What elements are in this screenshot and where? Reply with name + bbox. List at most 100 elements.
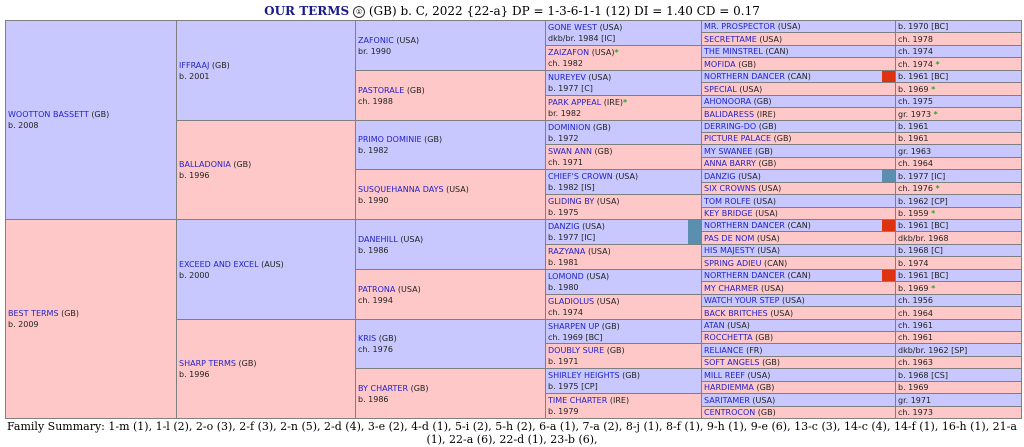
chef-marker: *	[931, 209, 936, 218]
horse-name-link[interactable]: SUSQUEHANNA DAYS	[358, 184, 444, 194]
horse-name-link[interactable]: SHARP TERMS	[179, 359, 236, 368]
horse-name-link[interactable]: BALLADONIA	[179, 160, 231, 169]
pedigree-cell-gen5-name: BALIDARESS (IRE)	[701, 107, 896, 121]
horse-name-link[interactable]: SARITAMER	[704, 395, 750, 405]
horse-name-line: IFFRAAJ (GB)	[179, 60, 355, 71]
horse-name-link[interactable]: MILL REEF	[704, 370, 745, 380]
country-code: (GB)	[756, 383, 775, 392]
horse-name-link[interactable]: PASTORALE	[358, 85, 405, 95]
pedigree-cell-gen4: SWAN ANN (GB) ch. 1971	[545, 144, 702, 170]
horse-name-link[interactable]: MOFIDA	[704, 59, 736, 69]
horse-name-line: WATCH YOUR STEP (USA)	[704, 295, 895, 306]
horse-name-link[interactable]: SOFT ANGELS	[704, 358, 760, 367]
horse-name-link[interactable]: MR. PROSPECTOR	[704, 22, 776, 31]
horse-name-link[interactable]: GONE WEST	[548, 23, 598, 32]
horse-details: ch. 1976 *	[898, 183, 1021, 194]
horse-name-link[interactable]: MY SWANEE	[704, 146, 753, 156]
horse-details: ch. 1964	[898, 308, 1021, 319]
pedigree-cell-gen4: GONE WEST (USA) dkb/br. 1984 [IC]	[545, 20, 702, 46]
horse-name-link[interactable]: SECRETTAME	[704, 34, 757, 44]
horse-name-line: MY CHARMER (USA)	[704, 283, 895, 294]
horse-name-link[interactable]: NORTHERN DANCER	[704, 271, 785, 280]
horse-birth-info: b. 1969	[898, 84, 929, 94]
horse-name-link[interactable]: PICTURE PALACE	[704, 134, 772, 143]
horse-name-link[interactable]: BEST TERMS	[8, 309, 59, 318]
horse-name-link[interactable]: DOMINION	[548, 122, 591, 132]
horse-name-link[interactable]: HIS MAJESTY	[704, 246, 755, 255]
horse-name-link[interactable]: THE MINSTREL	[704, 47, 763, 56]
horse-name-link[interactable]: EXCEED AND EXCEL	[179, 259, 259, 269]
horse-name-link[interactable]: PARK APPEAL	[548, 98, 602, 107]
horse-name-link[interactable]: GLIDING BY	[548, 197, 595, 206]
horse-name-link[interactable]: SIX CROWNS	[704, 184, 756, 193]
horse-name-line: SWAN ANN (GB)	[548, 146, 701, 157]
horse-name-link[interactable]: TIME CHARTER	[548, 396, 608, 405]
horse-birth-info: b. 1981	[548, 258, 579, 267]
info-icon[interactable]: ①	[353, 6, 366, 18]
country-code: (USA)	[396, 35, 420, 45]
horse-name-link[interactable]: ANNA BARRY	[704, 159, 756, 168]
horse-name-link[interactable]: ATAN	[704, 321, 725, 330]
horse-name-link[interactable]: WATCH YOUR STEP	[704, 296, 780, 305]
horse-name-link[interactable]: SWAN ANN	[548, 147, 592, 156]
dosage-marker	[882, 170, 895, 182]
country-code: (GB)	[238, 359, 257, 368]
horse-details: b. 1982	[358, 145, 545, 156]
horse-name-link[interactable]: GLADIOLUS	[548, 297, 595, 306]
horse-name-link[interactable]: AHONOORA	[704, 97, 752, 106]
horse-name-link[interactable]: ZAFONIC	[358, 35, 394, 45]
horse-name-link[interactable]: PAS DE NOM	[704, 233, 755, 243]
horse-details: gr. 1973 *	[898, 109, 1021, 120]
horse-details: b. 1980	[548, 282, 701, 293]
horse-name-link[interactable]: SPECIAL	[704, 84, 737, 94]
pedigree-header: OUR TERMS ① (GB) b. C, 2022 {22-a} DP = …	[0, 4, 1024, 19]
horse-birth-info: dkb/br. 1984 [IC]	[548, 34, 616, 43]
country-code: (USA)	[615, 172, 639, 181]
horse-details: b. 1979	[548, 406, 701, 417]
horse-name-link[interactable]: KRIS	[358, 334, 377, 343]
pedigree-cell-gen5-info: ch. 1973	[895, 406, 1022, 419]
horse-name-link[interactable]: ZAIZAFON	[548, 48, 590, 57]
horse-name-link[interactable]: DANZIG	[548, 222, 580, 231]
horse-name-link[interactable]: SPRING ADIEU	[704, 258, 762, 268]
horse-name-link[interactable]: CENTROCON	[704, 408, 756, 417]
horse-name-link[interactable]: SHIRLEY HEIGHTS	[548, 371, 620, 380]
horse-name-link[interactable]: TOM ROLFE	[704, 196, 751, 206]
horse-name-link[interactable]: DANEHILL	[358, 234, 398, 244]
country-code: (USA)	[400, 234, 424, 244]
horse-name-link[interactable]: DANZIG	[704, 171, 736, 181]
horse-name-link[interactable]: BALIDARESS	[704, 109, 755, 119]
pedigree-cell-gen5-info: b. 1968 [CS]	[895, 368, 1022, 382]
horse-name-link[interactable]: BY CHARTER	[358, 383, 409, 393]
horse-name-link[interactable]: BACK BRITCHES	[704, 308, 768, 318]
horse-name-link[interactable]: RELIANCE	[704, 345, 744, 355]
horse-name-link[interactable]: SHARPEN UP	[548, 321, 600, 331]
horse-name-link[interactable]: KEY BRIDGE	[704, 209, 753, 218]
horse-birth-info: ch. 1994	[358, 295, 393, 305]
horse-name-line: SPECIAL (USA)	[704, 84, 895, 95]
horse-name-link[interactable]: OUR TERMS	[264, 4, 350, 18]
horse-name-link[interactable]: PATRONA	[358, 284, 396, 294]
pedigree-cell-gen2: BALLADONIA (GB) b. 1996	[176, 120, 356, 220]
country-code: (CAN)	[787, 271, 811, 280]
horse-name-link[interactable]: MY CHARMER	[704, 283, 759, 293]
horse-name-link[interactable]: RAZYANA	[548, 247, 586, 256]
horse-name-line: SOFT ANGELS (GB)	[704, 357, 895, 368]
horse-name-link[interactable]: NORTHERN DANCER	[704, 72, 785, 81]
horse-name-link[interactable]: LOMOND	[548, 272, 584, 281]
horse-name-link[interactable]: WOOTTON BASSETT	[8, 110, 89, 119]
horse-name-line: NUREYEV (USA)	[548, 72, 701, 83]
horse-name-link[interactable]: CHIEF'S CROWN	[548, 172, 613, 181]
horse-name-link[interactable]: PRIMO DOMINIE	[358, 135, 422, 144]
horse-birth-info: b. 1972	[548, 133, 579, 143]
horse-name-link[interactable]: NUREYEV	[548, 73, 586, 82]
horse-name-link[interactable]: DOUBLY SURE	[548, 346, 605, 355]
horse-name-link[interactable]: IFFRAAJ	[179, 60, 210, 70]
horse-name-link[interactable]: ROCCHETTA	[704, 333, 753, 342]
horse-name-link[interactable]: HARDIEMMA	[704, 383, 754, 392]
pedigree-cell-gen3: PRIMO DOMINIE (GB) b. 1982	[355, 120, 546, 170]
horse-details: ch. 1964	[898, 158, 1021, 169]
horse-name-line: KEY BRIDGE (USA)	[704, 208, 895, 219]
horse-name-link[interactable]: DERRING-DO	[704, 122, 757, 131]
horse-name-link[interactable]: NORTHERN DANCER	[704, 221, 785, 230]
